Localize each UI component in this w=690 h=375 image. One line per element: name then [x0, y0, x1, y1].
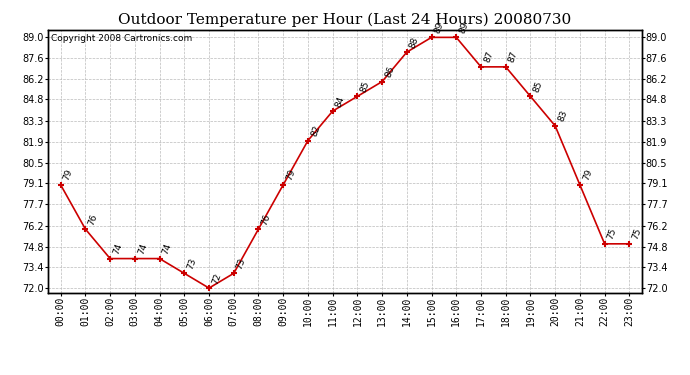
Text: 76: 76 — [260, 212, 273, 226]
Text: 74: 74 — [136, 242, 148, 256]
Text: 79: 79 — [62, 168, 75, 182]
Text: 72: 72 — [210, 272, 223, 285]
Text: 83: 83 — [557, 109, 569, 123]
Text: 79: 79 — [581, 168, 593, 182]
Text: 73: 73 — [235, 256, 248, 270]
Text: 74: 74 — [161, 242, 173, 256]
Title: Outdoor Temperature per Hour (Last 24 Hours) 20080730: Outdoor Temperature per Hour (Last 24 Ho… — [119, 13, 571, 27]
Text: 82: 82 — [309, 124, 322, 138]
Text: 73: 73 — [186, 256, 198, 270]
Text: 84: 84 — [334, 94, 346, 108]
Text: 74: 74 — [112, 242, 124, 256]
Text: 87: 87 — [507, 50, 520, 64]
Text: 75: 75 — [631, 227, 643, 241]
Text: 88: 88 — [408, 36, 421, 50]
Text: 85: 85 — [532, 80, 544, 94]
Text: Copyright 2008 Cartronics.com: Copyright 2008 Cartronics.com — [51, 34, 193, 43]
Text: 85: 85 — [359, 80, 371, 94]
Text: 75: 75 — [606, 227, 618, 241]
Text: 89: 89 — [457, 21, 470, 34]
Text: 87: 87 — [482, 50, 495, 64]
Text: 79: 79 — [284, 168, 297, 182]
Text: 76: 76 — [87, 212, 99, 226]
Text: 86: 86 — [384, 65, 396, 79]
Text: 89: 89 — [433, 21, 445, 34]
